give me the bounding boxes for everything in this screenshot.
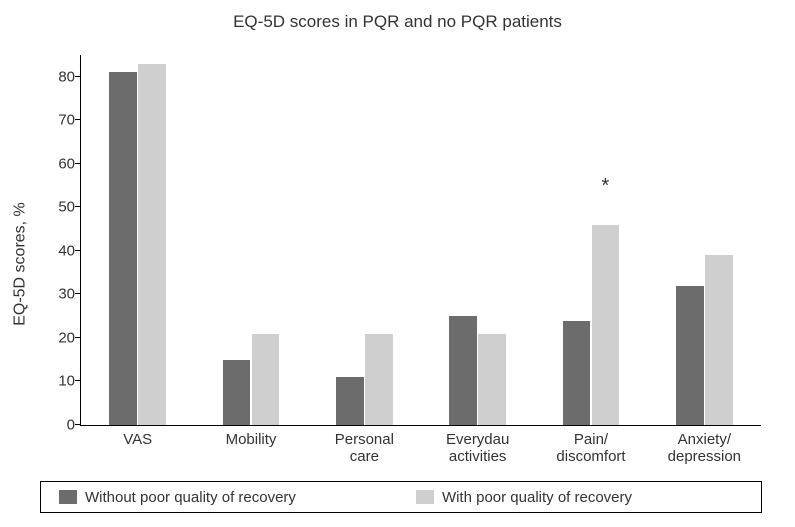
bar bbox=[478, 334, 506, 425]
bar bbox=[563, 321, 591, 425]
bar bbox=[109, 72, 137, 425]
bar bbox=[449, 316, 477, 425]
x-tick-label: VAS bbox=[123, 431, 152, 448]
bar bbox=[252, 334, 280, 425]
y-tick-label: 80 bbox=[41, 68, 75, 85]
y-tick-mark bbox=[75, 119, 81, 120]
bar bbox=[676, 286, 704, 425]
y-tick-label: 70 bbox=[41, 112, 75, 129]
legend-item: Without poor quality of recovery bbox=[59, 489, 296, 506]
legend-label: With poor quality of recovery bbox=[442, 489, 632, 506]
bar bbox=[223, 360, 251, 425]
annotation: * bbox=[602, 175, 610, 198]
x-tick-label: Pain/ discomfort bbox=[556, 431, 625, 466]
legend: Without poor quality of recovery With poo… bbox=[40, 481, 762, 513]
y-tick-label: 10 bbox=[41, 373, 75, 390]
bar bbox=[365, 334, 393, 425]
y-tick-label: 20 bbox=[41, 329, 75, 346]
x-tick-label: Everydau activities bbox=[446, 431, 509, 466]
y-tick-mark bbox=[75, 293, 81, 294]
bar bbox=[705, 255, 733, 425]
chart-title: EQ-5D scores in PQR and no PQR patients bbox=[0, 12, 795, 32]
y-tick-mark bbox=[75, 76, 81, 77]
y-tick-label: 0 bbox=[41, 417, 75, 434]
y-tick-mark bbox=[75, 337, 81, 338]
y-tick-label: 60 bbox=[41, 155, 75, 172]
chart-container: EQ-5D scores in PQR and no PQR patients … bbox=[0, 0, 795, 527]
bar bbox=[336, 377, 364, 425]
bar bbox=[138, 64, 166, 425]
y-tick-mark bbox=[75, 206, 81, 207]
legend-label: Without poor quality of recovery bbox=[85, 489, 296, 506]
legend-swatch bbox=[416, 490, 434, 504]
x-tick-label: Mobility bbox=[226, 431, 277, 448]
y-tick-mark bbox=[75, 424, 81, 425]
y-tick-mark bbox=[75, 250, 81, 251]
legend-item: With poor quality of recovery bbox=[416, 489, 632, 506]
y-tick-label: 50 bbox=[41, 199, 75, 216]
plot-area: 01020304050607080VASMobilityPersonal car… bbox=[80, 55, 761, 426]
y-tick-mark bbox=[75, 163, 81, 164]
bar bbox=[592, 225, 620, 425]
legend-swatch bbox=[59, 490, 77, 504]
y-tick-mark bbox=[75, 380, 81, 381]
y-tick-label: 30 bbox=[41, 286, 75, 303]
x-tick-label: Personal care bbox=[335, 431, 394, 466]
y-tick-label: 40 bbox=[41, 242, 75, 259]
x-tick-label: Anxiety/ depression bbox=[668, 431, 741, 466]
y-axis-label: EQ-5D scores, % bbox=[11, 202, 29, 326]
